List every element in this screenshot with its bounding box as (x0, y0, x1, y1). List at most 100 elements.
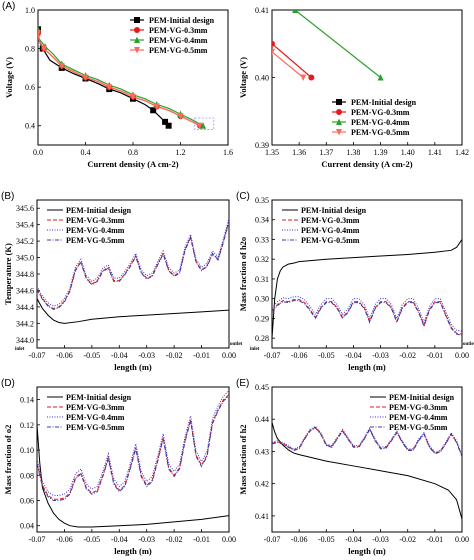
data-point (300, 74, 307, 81)
legend-label: PEM-VG-0.5mm (66, 236, 125, 245)
legend: PEM-Initial designPEM-VG-0.3mmPEM-VG-0.4… (130, 16, 215, 55)
legend-label: PEM-VG-0.3mm (301, 216, 360, 225)
x-tick-label: 1.36 (292, 148, 306, 157)
legend-label: PEM-Initial design (389, 393, 455, 402)
legend-label: PEM-VG-0.5mm (66, 423, 125, 432)
x-axis-label: Current density (A cm-2) (87, 159, 178, 169)
x-tick-label: 1.6 (223, 148, 233, 157)
x-tick-label: -0.06 (291, 535, 308, 544)
chart-a2: 1.35 1.36 1.37 1.38 1.39 1.40 1.41 1.42 0.39 0.40… (238, 6, 469, 169)
legend-label: PEM-VG-0.3mm (66, 403, 125, 412)
y-tick-label: 0.14 (20, 396, 34, 405)
x-tick-label: 1.42 (455, 148, 469, 157)
x-tick-label: 0.00 (222, 351, 236, 360)
series-line (37, 298, 229, 324)
x-tick-label: -0.03 (138, 351, 155, 360)
legend-label: PEM-VG-0.3mm (149, 26, 208, 35)
data-point (165, 122, 172, 129)
panel-letter: (A) (2, 1, 15, 12)
chart-d: -0.07 -0.06 -0.05 -0.04 -0.03 -0.02 -0.01 0.00 0… (1, 378, 236, 556)
plot-area (37, 217, 229, 324)
x-tick-label: -0.02 (399, 535, 416, 544)
legend-label: PEM-Initial design (351, 98, 417, 107)
legend: PEM-Initial designPEM-VG-0.3mmPEM-VG-0.4… (47, 206, 132, 245)
x-tick-label: -0.03 (372, 535, 389, 544)
plot-area (38, 25, 215, 130)
y-tick-label: 0.29 (255, 314, 269, 323)
series-line (272, 427, 462, 458)
x-tick-label: -0.07 (29, 535, 46, 544)
x-tick-label: -0.06 (291, 351, 308, 360)
x-tick-label: 1.41 (428, 148, 442, 157)
x-tick-label: -0.04 (111, 351, 128, 360)
x-tick-label: -0.02 (399, 351, 416, 360)
x-tick-label: -0.06 (56, 351, 73, 360)
series-line (272, 425, 462, 456)
x-tick-label: -0.05 (318, 351, 335, 360)
x-tick-label: -0.07 (264, 535, 281, 544)
y-tick-label: 0.39 (255, 141, 269, 150)
x-tick-label: -0.05 (318, 535, 335, 544)
series-line (272, 51, 304, 78)
y-tick-label: 345.0 (16, 254, 34, 263)
series-line (37, 221, 229, 310)
legend-label: PEM-VG-0.4mm (66, 226, 125, 235)
data-point (272, 40, 275, 47)
x-tick-label: -0.04 (111, 535, 128, 544)
x-tick-label: 1.40 (401, 148, 415, 157)
y-tick-label: 344.4 (16, 303, 34, 312)
legend-label: PEM-Initial design (301, 206, 367, 215)
legend-marker (336, 129, 342, 136)
legend-label: PEM-VG-0.3mm (351, 108, 410, 117)
legend: PEM-Initial designPEM-VG-0.3mmPEM-VG-0.4… (282, 206, 367, 245)
y-tick-label: 0.35 (255, 196, 269, 205)
series-line (294, 10, 381, 78)
plot-area (37, 390, 229, 528)
inlet-label: inlet (15, 347, 25, 352)
legend-marker (336, 109, 342, 115)
legend-label: PEM-Initial design (66, 393, 132, 402)
y-tick-label: 0.43 (255, 447, 269, 456)
y-tick-label: 0.06 (20, 496, 34, 505)
legend-marker (336, 118, 342, 125)
plot-frame (271, 199, 463, 349)
legend-label: PEM-VG-0.5mm (149, 46, 208, 55)
series-line (37, 395, 229, 501)
data-point (162, 118, 169, 125)
x-tick-label: -0.01 (193, 535, 210, 544)
panel-letter: (B) (1, 191, 14, 202)
data-point (153, 103, 160, 110)
legend-marker (134, 17, 140, 23)
y-tick-label: 0.4 (25, 122, 35, 131)
x-tick-label: -0.02 (166, 351, 183, 360)
y-tick-label: 344.6 (16, 286, 34, 295)
legend: PEM-Initial designPEM-VG-0.3mmPEM-VG-0.4… (332, 98, 417, 137)
x-tick-label: -0.03 (138, 535, 155, 544)
outlet-label: outlet (463, 342, 474, 347)
x-tick-label: -0.01 (427, 351, 444, 360)
y-tick-label: 345.2 (16, 237, 34, 246)
series-line (272, 43, 312, 78)
plot-frame (271, 386, 463, 533)
plot-area (272, 239, 462, 339)
chart-e: -0.07 -0.06 -0.05 -0.04 -0.03 -0.02 -0.01 0.00 0… (236, 378, 469, 556)
x-tick-label: 0.8 (128, 148, 138, 157)
legend-marker (134, 47, 140, 54)
chart-c: -0.07 -0.06 -0.05 -0.04 -0.03 -0.02 -0.01 0.00 0… (236, 191, 474, 372)
y-tick-label: 0.42 (255, 480, 269, 489)
x-axis-label: Current density (A cm-2) (321, 159, 412, 169)
plot-area (272, 10, 384, 81)
x-axis-label: length (m) (348, 546, 386, 556)
legend-label: PEM-VG-0.3mm (66, 216, 125, 225)
legend-label: PEM-VG-0.4mm (66, 413, 125, 422)
data-point (130, 93, 136, 101)
x-tick-label: -0.01 (193, 351, 210, 360)
y-tick-label: 0.12 (20, 421, 34, 430)
x-tick-label: 0.4 (81, 148, 91, 157)
y-tick-label: 0.45 (255, 383, 269, 392)
chart-b: -0.07 -0.06 -0.05 -0.04 -0.03 -0.02 -0.01 0.00 3… (1, 191, 243, 372)
y-axis-label: Temperature (K) (3, 243, 13, 305)
y-tick-label: 0.34 (255, 216, 269, 225)
y-tick-label: 0.41 (255, 512, 269, 521)
data-point (82, 74, 89, 81)
